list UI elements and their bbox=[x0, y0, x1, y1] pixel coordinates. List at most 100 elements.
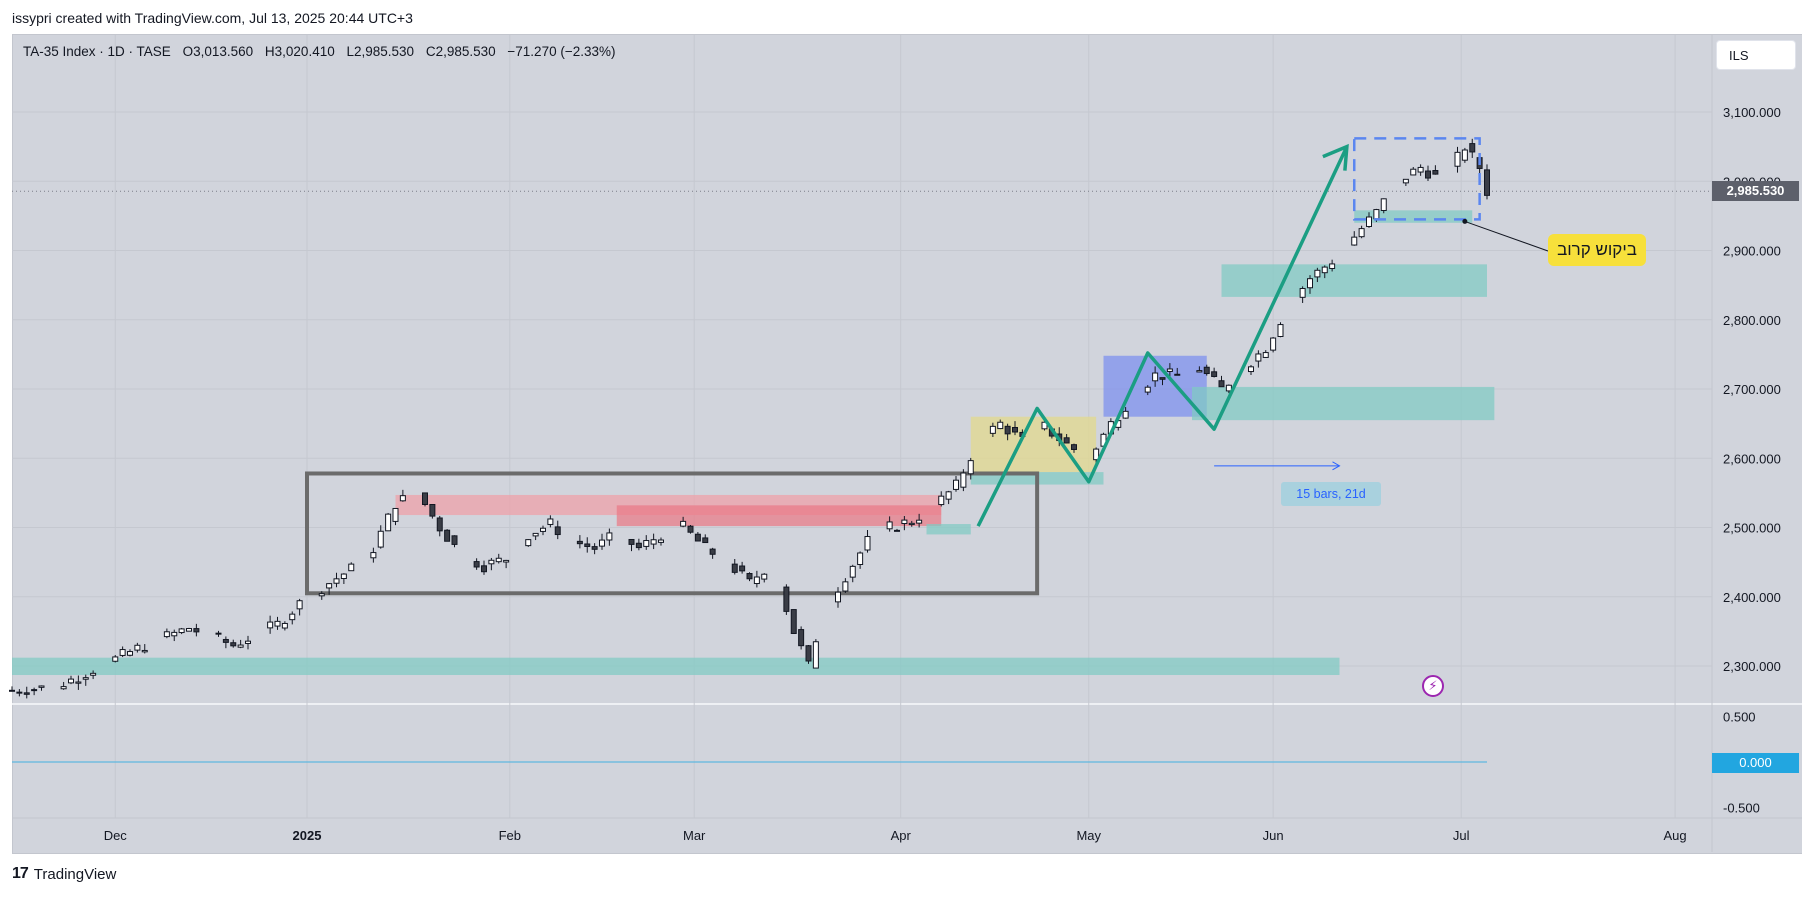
candle[interactable] bbox=[591, 546, 598, 550]
candle[interactable] bbox=[908, 522, 915, 526]
candle[interactable] bbox=[967, 460, 974, 475]
candle[interactable] bbox=[1402, 178, 1409, 184]
candle[interactable] bbox=[989, 425, 996, 434]
demand-callout[interactable]: ביקוש קרוב bbox=[1548, 234, 1646, 266]
candle[interactable] bbox=[481, 565, 487, 573]
candle[interactable] bbox=[798, 629, 805, 647]
candle[interactable] bbox=[340, 573, 347, 580]
candle[interactable] bbox=[1417, 166, 1424, 173]
candle[interactable] bbox=[230, 642, 237, 647]
candle[interactable] bbox=[1461, 149, 1468, 161]
candle[interactable] bbox=[842, 581, 849, 592]
candle[interactable] bbox=[237, 644, 244, 648]
price-axis-area[interactable] bbox=[1712, 35, 1802, 853]
candle[interactable] bbox=[171, 631, 178, 637]
candle[interactable] bbox=[1174, 373, 1181, 376]
candle[interactable] bbox=[901, 519, 908, 525]
candle[interactable] bbox=[694, 533, 701, 542]
candle[interactable] bbox=[1469, 143, 1476, 153]
candle[interactable] bbox=[547, 518, 554, 525]
candle[interactable] bbox=[857, 552, 864, 565]
candle[interactable] bbox=[532, 532, 539, 537]
candle[interactable] bbox=[761, 573, 768, 580]
candle[interactable] bbox=[444, 529, 451, 542]
candle[interactable] bbox=[503, 559, 510, 563]
candle[interactable] bbox=[1373, 209, 1380, 220]
candle[interactable] bbox=[318, 593, 325, 597]
demand-zone[interactable] bbox=[1192, 386, 1495, 421]
candle[interactable] bbox=[658, 539, 664, 543]
candle[interactable] bbox=[864, 536, 871, 551]
candle[interactable] bbox=[599, 539, 605, 547]
candle[interactable] bbox=[525, 539, 532, 547]
footer-logo[interactable]: 17 TradingView bbox=[12, 865, 116, 883]
candle[interactable] bbox=[141, 649, 148, 653]
candle[interactable] bbox=[709, 548, 716, 555]
candle[interactable] bbox=[1366, 216, 1372, 227]
candle[interactable] bbox=[1484, 169, 1490, 196]
candle[interactable] bbox=[60, 686, 67, 690]
candle[interactable] bbox=[385, 513, 392, 532]
candle[interactable] bbox=[186, 628, 192, 632]
demand-zone[interactable] bbox=[926, 524, 971, 535]
candle[interactable] bbox=[1380, 198, 1387, 211]
candle[interactable] bbox=[127, 651, 133, 656]
demand-zone[interactable] bbox=[1221, 264, 1488, 297]
candle[interactable] bbox=[628, 538, 635, 545]
candle[interactable] bbox=[687, 525, 694, 533]
candle[interactable] bbox=[916, 519, 923, 524]
candle[interactable] bbox=[429, 504, 436, 517]
candle[interactable] bbox=[267, 621, 274, 629]
candle[interactable] bbox=[377, 530, 384, 548]
candle[interactable] bbox=[1122, 410, 1129, 419]
candle[interactable] bbox=[451, 535, 458, 545]
candle[interactable] bbox=[1277, 324, 1284, 337]
candle[interactable] bbox=[399, 495, 406, 502]
candle[interactable] bbox=[680, 520, 687, 527]
candle[interactable] bbox=[739, 565, 746, 572]
candle[interactable] bbox=[1454, 151, 1461, 167]
candle[interactable] bbox=[296, 600, 303, 610]
demand-zone[interactable] bbox=[12, 657, 1340, 676]
candle[interactable] bbox=[1196, 370, 1203, 373]
candle[interactable] bbox=[274, 620, 281, 627]
candle[interactable] bbox=[1166, 368, 1173, 372]
candle[interactable] bbox=[134, 644, 141, 651]
candle[interactable] bbox=[1211, 371, 1218, 377]
candle[interactable] bbox=[731, 563, 738, 573]
candle[interactable] bbox=[746, 573, 753, 580]
candle[interactable] bbox=[886, 521, 893, 530]
candle[interactable] bbox=[119, 649, 126, 656]
candle[interactable] bbox=[945, 491, 952, 500]
candle[interactable] bbox=[805, 645, 812, 662]
candle[interactable] bbox=[422, 492, 428, 505]
currency-button[interactable]: ILS bbox=[1716, 40, 1796, 70]
candle[interactable] bbox=[1071, 444, 1077, 450]
candle[interactable] bbox=[1012, 426, 1018, 433]
candle[interactable] bbox=[753, 576, 760, 585]
candle[interactable] bbox=[1270, 337, 1277, 351]
candle[interactable] bbox=[1358, 228, 1365, 238]
candle[interactable] bbox=[392, 507, 399, 522]
candle[interactable] bbox=[193, 628, 200, 633]
candle[interactable] bbox=[1307, 278, 1313, 289]
candle[interactable] bbox=[1432, 170, 1439, 175]
candle[interactable] bbox=[289, 613, 296, 621]
range-rectangle[interactable] bbox=[305, 471, 1040, 596]
candle[interactable] bbox=[702, 537, 709, 544]
candle[interactable] bbox=[245, 640, 251, 644]
flash-icon[interactable]: ⚡ bbox=[1422, 675, 1444, 697]
candle[interactable] bbox=[1218, 380, 1225, 388]
candle[interactable] bbox=[488, 559, 495, 565]
candle[interactable] bbox=[835, 591, 841, 603]
candle[interactable] bbox=[38, 685, 45, 688]
candle[interactable] bbox=[960, 472, 967, 488]
candle[interactable] bbox=[348, 563, 355, 572]
candle[interactable] bbox=[1041, 421, 1048, 430]
candle[interactable] bbox=[1225, 384, 1232, 392]
candle[interactable] bbox=[1329, 263, 1336, 269]
candle[interactable] bbox=[554, 526, 561, 536]
candle[interactable] bbox=[1248, 366, 1254, 373]
candle[interactable] bbox=[1262, 352, 1269, 358]
